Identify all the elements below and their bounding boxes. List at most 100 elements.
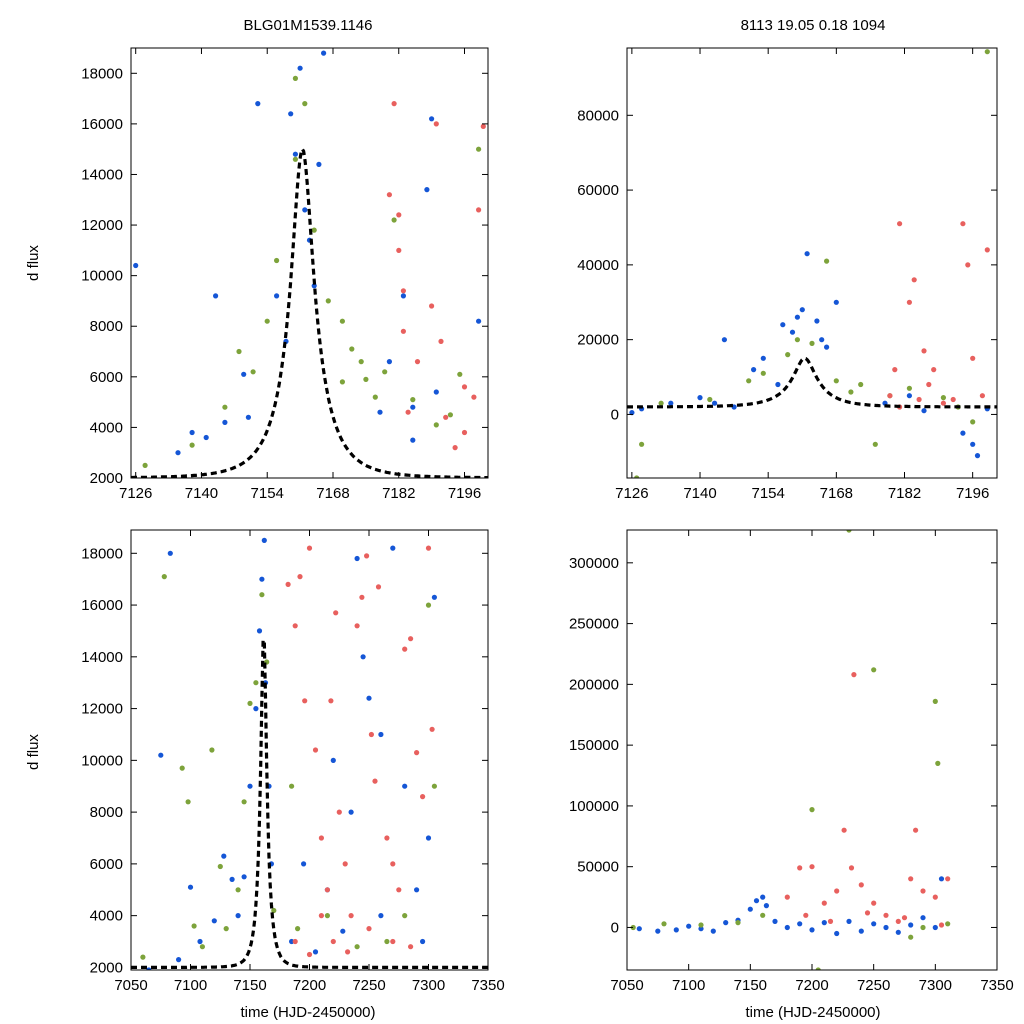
green-data-point <box>698 922 704 928</box>
blue-data-point <box>772 918 778 925</box>
red-data-point <box>827 918 834 925</box>
green-data-point <box>848 389 854 395</box>
green-data-point <box>746 378 752 384</box>
model-fit-curve <box>131 145 488 478</box>
green-data-point <box>920 924 926 931</box>
green-data-point <box>707 396 713 403</box>
blue-data-point <box>424 187 430 193</box>
green-data-point <box>349 346 355 352</box>
y-tick-label: 8000 <box>90 318 123 335</box>
green-data-point <box>906 385 913 391</box>
x-tick-label: 7350 <box>471 977 504 994</box>
green-data-point <box>209 747 215 753</box>
red-data-point <box>848 865 855 871</box>
green-data-point <box>447 412 453 418</box>
left-panel-title: BLG01M1539.1146 <box>244 17 373 34</box>
red-data-point <box>400 328 406 334</box>
green-data-point <box>661 921 667 927</box>
y-tick-label: 200000 <box>569 676 619 693</box>
blue-data-point <box>763 903 770 909</box>
red-data-point <box>926 381 932 388</box>
green-data-point <box>235 887 241 893</box>
red-data-point <box>330 938 336 945</box>
blue-data-point <box>400 293 406 299</box>
x-tick-label: 7168 <box>316 485 349 502</box>
green-data-point <box>142 462 148 468</box>
blue-data-point <box>245 414 251 420</box>
green-data-point <box>384 938 390 945</box>
blue-data-point <box>330 757 336 764</box>
x-tick-label: 7154 <box>251 485 284 502</box>
blue-data-point <box>673 927 679 933</box>
red-data-point <box>318 913 324 919</box>
red-data-point <box>328 698 334 704</box>
red-data-point <box>359 594 365 600</box>
y-tick-label: 2000 <box>90 959 123 976</box>
blue-data-point <box>261 537 267 544</box>
red-data-point <box>901 915 908 921</box>
y-tick-label: 250000 <box>569 616 619 633</box>
y-tick-label: 4000 <box>90 908 123 925</box>
x-tick-label: 7182 <box>888 485 921 502</box>
blue-data-point <box>360 654 366 660</box>
green-data-point <box>634 475 640 478</box>
green-data-point <box>935 760 941 767</box>
y-tick-label: 16000 <box>81 116 123 133</box>
red-data-point <box>920 888 926 894</box>
y-tick-label: 6000 <box>90 856 123 873</box>
blue-data-point <box>146 967 152 970</box>
bottom-left-xlabel: time (HJD-2450000) <box>240 1004 375 1021</box>
blue-data-point <box>321 50 327 56</box>
blue-data-point <box>297 65 303 71</box>
red-data-point <box>984 247 990 253</box>
red-data-point <box>348 913 354 919</box>
blue-data-point <box>259 576 265 582</box>
blue-data-point <box>235 913 241 919</box>
green-data-point <box>250 369 256 375</box>
x-tick-label: 7050 <box>114 977 147 994</box>
blue-data-point <box>377 409 383 415</box>
x-tick-label: 7200 <box>795 977 828 994</box>
red-data-point <box>921 348 927 354</box>
green-data-point <box>433 422 439 428</box>
panel-bottom-left: 7050 7100 7150 7200 7250 7300 7350 2000 4000 6000… <box>81 529 505 994</box>
bottom-ylabel: d flux <box>25 734 42 770</box>
red-data-point <box>834 888 840 894</box>
blue-data-point <box>425 835 432 841</box>
blue-data-point <box>189 429 195 436</box>
blue-data-point <box>747 906 753 912</box>
red-data-point <box>461 384 468 390</box>
red-data-point <box>480 123 486 129</box>
red-data-point <box>970 355 976 361</box>
green-data-point <box>846 530 852 533</box>
green-data-point <box>247 700 253 707</box>
blue-data-point <box>760 894 766 900</box>
green-data-point <box>179 765 185 771</box>
blue-data-point <box>348 809 354 815</box>
green-data-point <box>815 967 821 970</box>
red-data-point <box>391 101 397 107</box>
blue-data-point <box>302 207 308 213</box>
blue-data-point <box>433 389 439 395</box>
blue-data-point <box>316 161 322 167</box>
blue-data-point <box>431 594 437 600</box>
red-data-point <box>916 396 922 403</box>
blue-data-point <box>799 307 805 313</box>
red-data-point <box>375 584 382 590</box>
red-data-point <box>471 394 477 400</box>
green-data-point <box>253 680 259 686</box>
red-data-point <box>400 288 406 294</box>
y-tick-label: 150000 <box>569 737 619 754</box>
green-data-point <box>402 913 408 919</box>
red-data-point <box>858 882 864 888</box>
green-data-point <box>302 101 308 107</box>
green-data-point <box>908 934 914 940</box>
red-data-point <box>420 794 426 800</box>
green-data-point <box>363 376 369 382</box>
blue-data-point <box>253 706 259 712</box>
blue-data-point <box>970 441 976 447</box>
red-data-point <box>408 636 414 642</box>
blue-data-point <box>960 430 966 436</box>
red-data-point <box>285 581 291 588</box>
blue-data-point <box>229 876 235 883</box>
